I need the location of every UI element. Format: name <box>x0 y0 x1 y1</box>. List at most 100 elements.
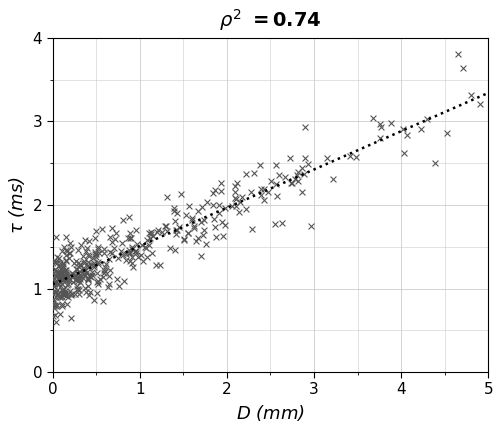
Point <box>58 286 66 293</box>
Point <box>56 310 64 317</box>
Point <box>55 255 63 262</box>
Point <box>214 209 222 216</box>
Point <box>132 226 140 233</box>
Point <box>53 270 61 277</box>
Point <box>200 226 208 233</box>
Point <box>171 247 179 254</box>
Point <box>232 203 240 209</box>
Point <box>76 261 84 268</box>
Point <box>198 203 205 210</box>
Point <box>163 228 171 235</box>
Point <box>69 271 77 278</box>
Point <box>92 227 100 234</box>
Point <box>210 216 218 223</box>
Point <box>60 286 68 292</box>
Point <box>74 286 82 293</box>
Point <box>54 274 62 281</box>
Point <box>52 301 60 308</box>
Point <box>126 249 134 256</box>
Point <box>58 303 66 310</box>
Point <box>72 258 80 265</box>
Point <box>70 260 78 267</box>
Point <box>60 268 68 275</box>
Point <box>92 254 100 261</box>
Point <box>58 291 66 298</box>
Point <box>124 247 132 254</box>
Point <box>50 280 58 287</box>
Point <box>52 311 60 318</box>
Point <box>62 258 70 265</box>
Point <box>50 305 58 312</box>
Point <box>228 203 236 210</box>
Point <box>62 269 70 276</box>
Point <box>100 250 108 257</box>
Point <box>72 275 80 282</box>
Point <box>94 258 102 265</box>
Point <box>66 250 74 257</box>
Point <box>177 190 185 197</box>
Point <box>62 270 70 277</box>
Point <box>196 218 204 225</box>
Point <box>387 120 395 126</box>
Point <box>98 274 106 281</box>
Point <box>329 175 337 182</box>
Point <box>128 246 136 252</box>
Point <box>94 246 102 253</box>
Point <box>132 250 140 257</box>
Point <box>62 251 70 258</box>
Point <box>58 266 66 273</box>
Point <box>238 194 246 200</box>
Point <box>71 272 79 279</box>
Point <box>86 289 94 296</box>
Point <box>190 224 198 231</box>
Point <box>128 259 136 266</box>
Point <box>260 185 268 192</box>
Point <box>294 177 302 184</box>
Point <box>71 290 79 297</box>
Point <box>202 240 210 247</box>
Point <box>378 124 386 131</box>
Point <box>50 275 58 282</box>
Point <box>80 266 88 273</box>
Point <box>88 272 96 279</box>
Point <box>56 271 64 278</box>
Point <box>53 281 61 288</box>
Point <box>56 266 64 273</box>
Point <box>50 303 58 310</box>
Point <box>286 155 294 162</box>
Point <box>218 218 226 225</box>
Point <box>231 188 239 195</box>
Point <box>78 272 86 279</box>
Point <box>64 272 72 279</box>
Point <box>94 269 102 276</box>
Point <box>431 160 439 166</box>
Point <box>118 247 126 254</box>
Point <box>53 286 61 293</box>
Point <box>82 271 90 278</box>
Point <box>272 162 280 169</box>
Point <box>59 287 67 294</box>
Point <box>100 270 108 276</box>
Point <box>54 280 62 287</box>
Point <box>476 100 484 107</box>
Point <box>54 269 62 276</box>
Point <box>52 272 60 279</box>
Point <box>216 201 224 208</box>
Point <box>120 278 128 285</box>
Point <box>50 258 58 264</box>
Point <box>90 264 98 270</box>
Point <box>62 267 70 273</box>
Point <box>72 266 80 273</box>
Point <box>304 160 312 167</box>
Point <box>118 239 126 246</box>
Point <box>114 255 122 262</box>
Point <box>52 233 60 240</box>
Point <box>105 256 113 263</box>
Point <box>74 265 82 272</box>
Point <box>185 203 193 210</box>
Point <box>272 180 280 187</box>
Point <box>272 193 280 200</box>
Point <box>210 223 218 230</box>
Point <box>114 283 122 290</box>
Point <box>63 272 71 279</box>
